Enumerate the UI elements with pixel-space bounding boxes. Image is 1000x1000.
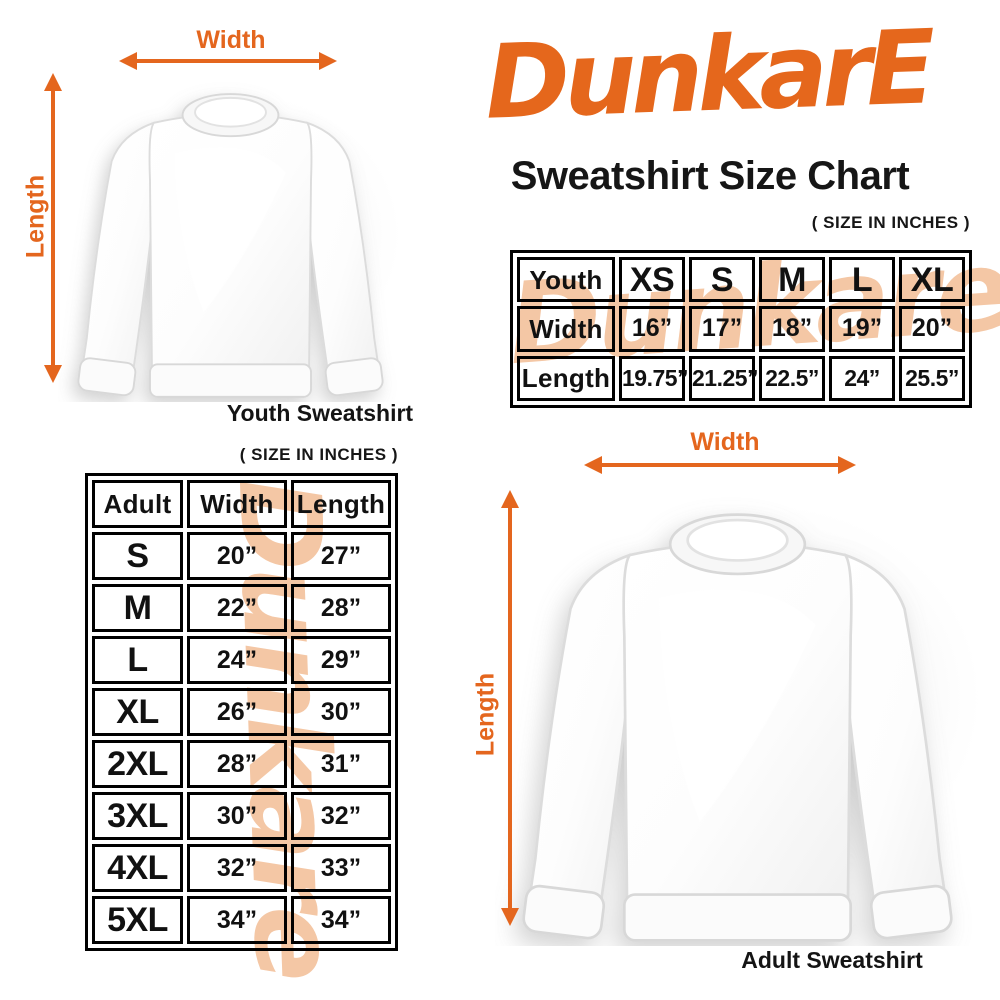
- table-cell: L: [829, 257, 895, 303]
- table-cell: XS: [619, 257, 685, 303]
- units-note: ( SIZE IN INCHES ): [811, 213, 970, 232]
- table-cell: 30”: [187, 792, 287, 840]
- table-row: L 24” 29”: [92, 636, 391, 684]
- table-cell: 28”: [187, 740, 287, 788]
- table-cell: 5XL: [92, 896, 183, 944]
- table-cell: 3XL: [92, 792, 183, 840]
- table-row: S 20” 27”: [92, 532, 391, 580]
- table-cell: Adult: [92, 480, 183, 528]
- table-cell: Length: [291, 480, 391, 528]
- page-title: Sweatshirt Size Chart: [510, 154, 910, 198]
- adult-width-arrow-icon: [584, 456, 856, 474]
- table-cell: S: [92, 532, 183, 580]
- units-note: ( SIZE IN INCHES ): [239, 445, 398, 464]
- table-cell: Length: [517, 355, 615, 401]
- adult-width-label: Width: [690, 428, 760, 456]
- youth-width-label: Width: [196, 26, 266, 54]
- table-cell: XL: [92, 688, 183, 736]
- table-cell: Youth: [517, 257, 615, 303]
- table-cell: 27”: [291, 532, 391, 580]
- table-cell: 20”: [187, 532, 287, 580]
- table-cell: 4XL: [92, 844, 183, 892]
- table-cell: 28”: [291, 584, 391, 632]
- youth-sweatshirt-image: [58, 64, 403, 402]
- adult-length-label: Length: [471, 672, 500, 757]
- table-cell: Width: [187, 480, 287, 528]
- table-cell: S: [689, 257, 755, 303]
- table-row: XL 26” 30”: [92, 688, 391, 736]
- table-cell: M: [759, 257, 825, 303]
- table-cell: 25.5”: [899, 355, 965, 401]
- table-cell: Width: [517, 306, 615, 352]
- table-cell: M: [92, 584, 183, 632]
- table-row: 2XL 28” 31”: [92, 740, 391, 788]
- adult-sweatshirt-image: [495, 474, 980, 946]
- youth-width-arrow-icon: [119, 52, 337, 70]
- table-row: Adult Width Length: [92, 480, 391, 528]
- table-row: 5XL 34” 34”: [92, 896, 391, 944]
- table-cell: 32”: [187, 844, 287, 892]
- table-cell: 24”: [187, 636, 287, 684]
- table-cell: XL: [899, 257, 965, 303]
- table-cell: 21.25”: [689, 355, 759, 401]
- table-cell: 34”: [291, 896, 391, 944]
- table-cell: 20”: [899, 306, 965, 352]
- table-row: Youth XS S M L XL: [517, 257, 965, 303]
- table-cell: 29”: [291, 636, 391, 684]
- table-cell: L: [92, 636, 183, 684]
- table-cell: 32”: [291, 792, 391, 840]
- table-cell: 24”: [829, 355, 895, 401]
- youth-size-table: Youth XS S M L XL Width 16” 17” 18” 19” …: [510, 250, 972, 408]
- youth-figure-caption: Youth Sweatshirt: [226, 400, 414, 426]
- youth-length-arrow-icon: [44, 73, 62, 383]
- table-cell: 33”: [291, 844, 391, 892]
- table-cell: 31”: [291, 740, 391, 788]
- adult-size-table: Adult Width Length S 20” 27” M 22” 28” L…: [85, 473, 398, 951]
- table-row: M 22” 28”: [92, 584, 391, 632]
- table-cell: 34”: [187, 896, 287, 944]
- table-row: 4XL 32” 33”: [92, 844, 391, 892]
- table-cell: 19”: [829, 306, 895, 352]
- brand-logo: DunkarE: [483, 8, 932, 143]
- table-cell: 22”: [187, 584, 287, 632]
- table-row: 3XL 30” 32”: [92, 792, 391, 840]
- table-cell: 22.5”: [759, 355, 825, 401]
- table-cell: 16”: [619, 306, 685, 352]
- table-cell: 18”: [759, 306, 825, 352]
- table-row: Length 19.75” 21.25” 22.5” 24” 25.5”: [517, 355, 965, 401]
- table-row: Width 16” 17” 18” 19” 20”: [517, 306, 965, 352]
- table-cell: 2XL: [92, 740, 183, 788]
- table-cell: 19.75”: [619, 355, 689, 401]
- table-cell: 30”: [291, 688, 391, 736]
- table-cell: 17”: [689, 306, 755, 352]
- adult-length-arrow-icon: [501, 490, 519, 926]
- adult-figure-caption: Adult Sweatshirt: [741, 947, 923, 973]
- table-cell: 26”: [187, 688, 287, 736]
